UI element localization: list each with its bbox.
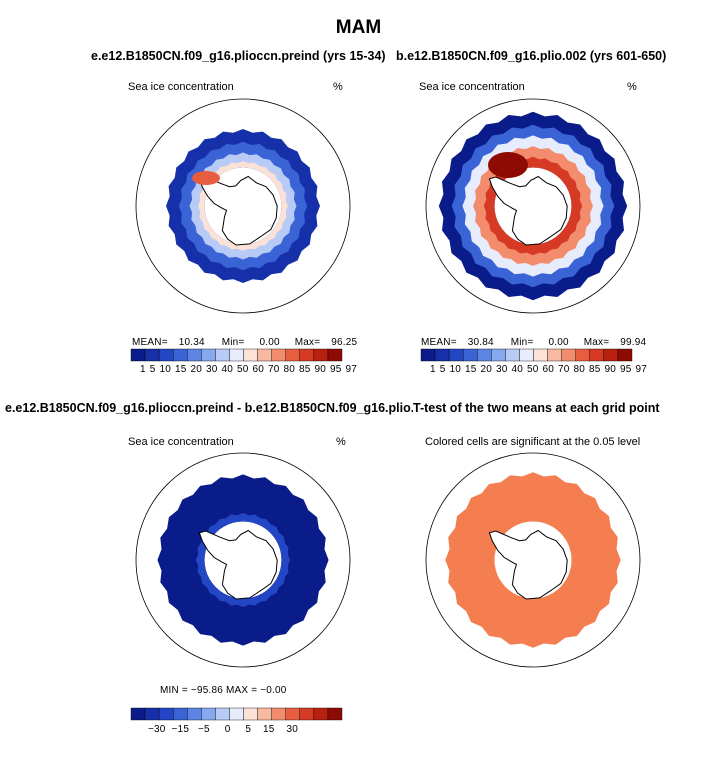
panel2-colorbar-cell [505,348,520,362]
panel3-colorbar-cell [130,707,146,721]
panel2-colorbar-cell [448,348,464,362]
panel1-stats: MEAN= 10.34 Min= 0.00 Max= 96.25 [132,337,357,348]
panel2-mean-label: MEAN= [421,337,457,348]
panel1-colorbar-cell [187,348,202,362]
panel2-colorbar-cell [617,348,633,362]
panel2-colorbar-cell [547,348,562,362]
panel2-colorbar-cell [589,348,605,362]
panel3-colorbar-cell [215,707,230,721]
panel3-stats: MIN = −95.86 MAX = −0.00 [160,685,287,696]
panel2-colorbar-cell [561,348,576,362]
panel3-map [135,452,351,668]
panel2-weddell-peak [488,152,528,178]
panel1-min-value: 0.00 [259,337,280,348]
panel1-variable-label: Sea ice concentration [128,81,234,93]
panel1-min-label: Min= [221,337,245,348]
panel2-colorbar [420,348,633,362]
panel1-weddell-peak [192,171,220,185]
panel3-colorbar-labels: −30 −15 −5 0 5 15 30 [148,724,298,735]
panel3-colorbar-cell [313,707,329,721]
panel1-colorbar [130,348,343,362]
panel1-mean-label: MEAN= [132,337,168,348]
figure-title: MAM [335,17,382,38]
panel3-title: e.e12.B1850CN.f09_g16.plioccn.preind - b… [5,401,436,415]
panel1-colorbar-cell [158,348,174,362]
panel1-colorbar-cell [299,348,315,362]
panel2-colorbar-cell [519,348,534,362]
panel1-colorbar-cell [243,348,258,362]
panel2-colorbar-cell [477,348,492,362]
panel4-ice-band [445,472,621,648]
panel3-colorbar-cell [327,707,343,721]
panel2-units: % [627,81,637,93]
panel2-mean-value: 30.84 [467,337,494,348]
panel2-max-label: Max= [583,337,610,348]
panel4-variable-label: Colored cells are significant at the 0.0… [425,436,641,448]
panel2-min-label: Min= [510,337,534,348]
panel2-colorbar-cell [463,348,478,362]
panel2-variable-label: Sea ice concentration [419,81,525,93]
panel2-min-value: 0.00 [548,337,569,348]
panel1-colorbar-cell [201,348,216,362]
panel3-colorbar-cell [158,707,174,721]
panel2-map [425,98,641,314]
panel1-colorbar-cell [229,348,244,362]
panel1-colorbar-cell [172,348,188,362]
panel2-colorbar-cell [420,348,436,362]
panel3-colorbar-cell [285,707,301,721]
panel1-title: e.e12.B1850CN.f09_g16.plioccn.preind (yr… [91,49,386,63]
panel3-antarctica-outline [198,529,278,600]
panel1-colorbar-labels: 1 5 10 15 20 30 40 50 60 70 80 85 90 95 … [140,364,358,375]
panel3-colorbar-cell [257,707,272,721]
panel2-title: b.e12.B1850CN.f09_g16.plio.002 (yrs 601-… [396,49,667,63]
panel3-variable-label: Sea ice concentration [128,436,234,448]
panel1-colorbar-cell [271,348,286,362]
panel2-max-value: 99.94 [620,337,647,348]
panel3-colorbar-cell [271,707,286,721]
panel4-map [425,452,641,668]
panel3-colorbar-cell [201,707,216,721]
panel3-units: % [336,436,346,448]
panel2-colorbar-cell [575,348,590,362]
panel1-colorbar-cell [285,348,301,362]
panel1-colorbar-cell [327,348,343,362]
panel2-colorbar-labels: 1 5 10 15 20 30 40 50 60 70 80 85 90 95 … [430,364,648,375]
panel2-colorbar-cell [603,348,619,362]
panel1-colorbar-cell [144,348,160,362]
panel2-stats: MEAN= 30.84 Min= 0.00 Max= 99.94 [421,337,646,348]
panel1-max-value: 96.25 [331,337,358,348]
panel4-title: T-test of the two means at each grid poi… [413,401,660,415]
panel1-units: % [333,81,343,93]
panel1-colorbar-cell [257,348,272,362]
panel2-colorbar-cell [491,348,506,362]
panel2-colorbar-cell [533,348,548,362]
panel3-colorbar-cell [187,707,202,721]
panel2-colorbar-cell [434,348,450,362]
panel3-colorbar-cell [299,707,315,721]
panel4-antarctica-outline [488,529,568,600]
panel2-antarctica-outline [488,175,568,246]
panel3-colorbar-cell [144,707,160,721]
panel3-ice-band [157,474,329,646]
panel1-colorbar-cell [130,348,146,362]
panel3-colorbar-cell [243,707,258,721]
panel1-max-label: Max= [294,337,321,348]
panel3-colorbar-cell [172,707,188,721]
panel1-mean-value: 10.34 [178,337,205,348]
panel1-colorbar-cell [313,348,329,362]
panel3-colorbar-cell [229,707,244,721]
panel3-colorbar [130,707,343,721]
panel1-colorbar-cell [215,348,230,362]
panel1-map [135,98,351,314]
panel1-antarctica-outline [198,175,278,246]
